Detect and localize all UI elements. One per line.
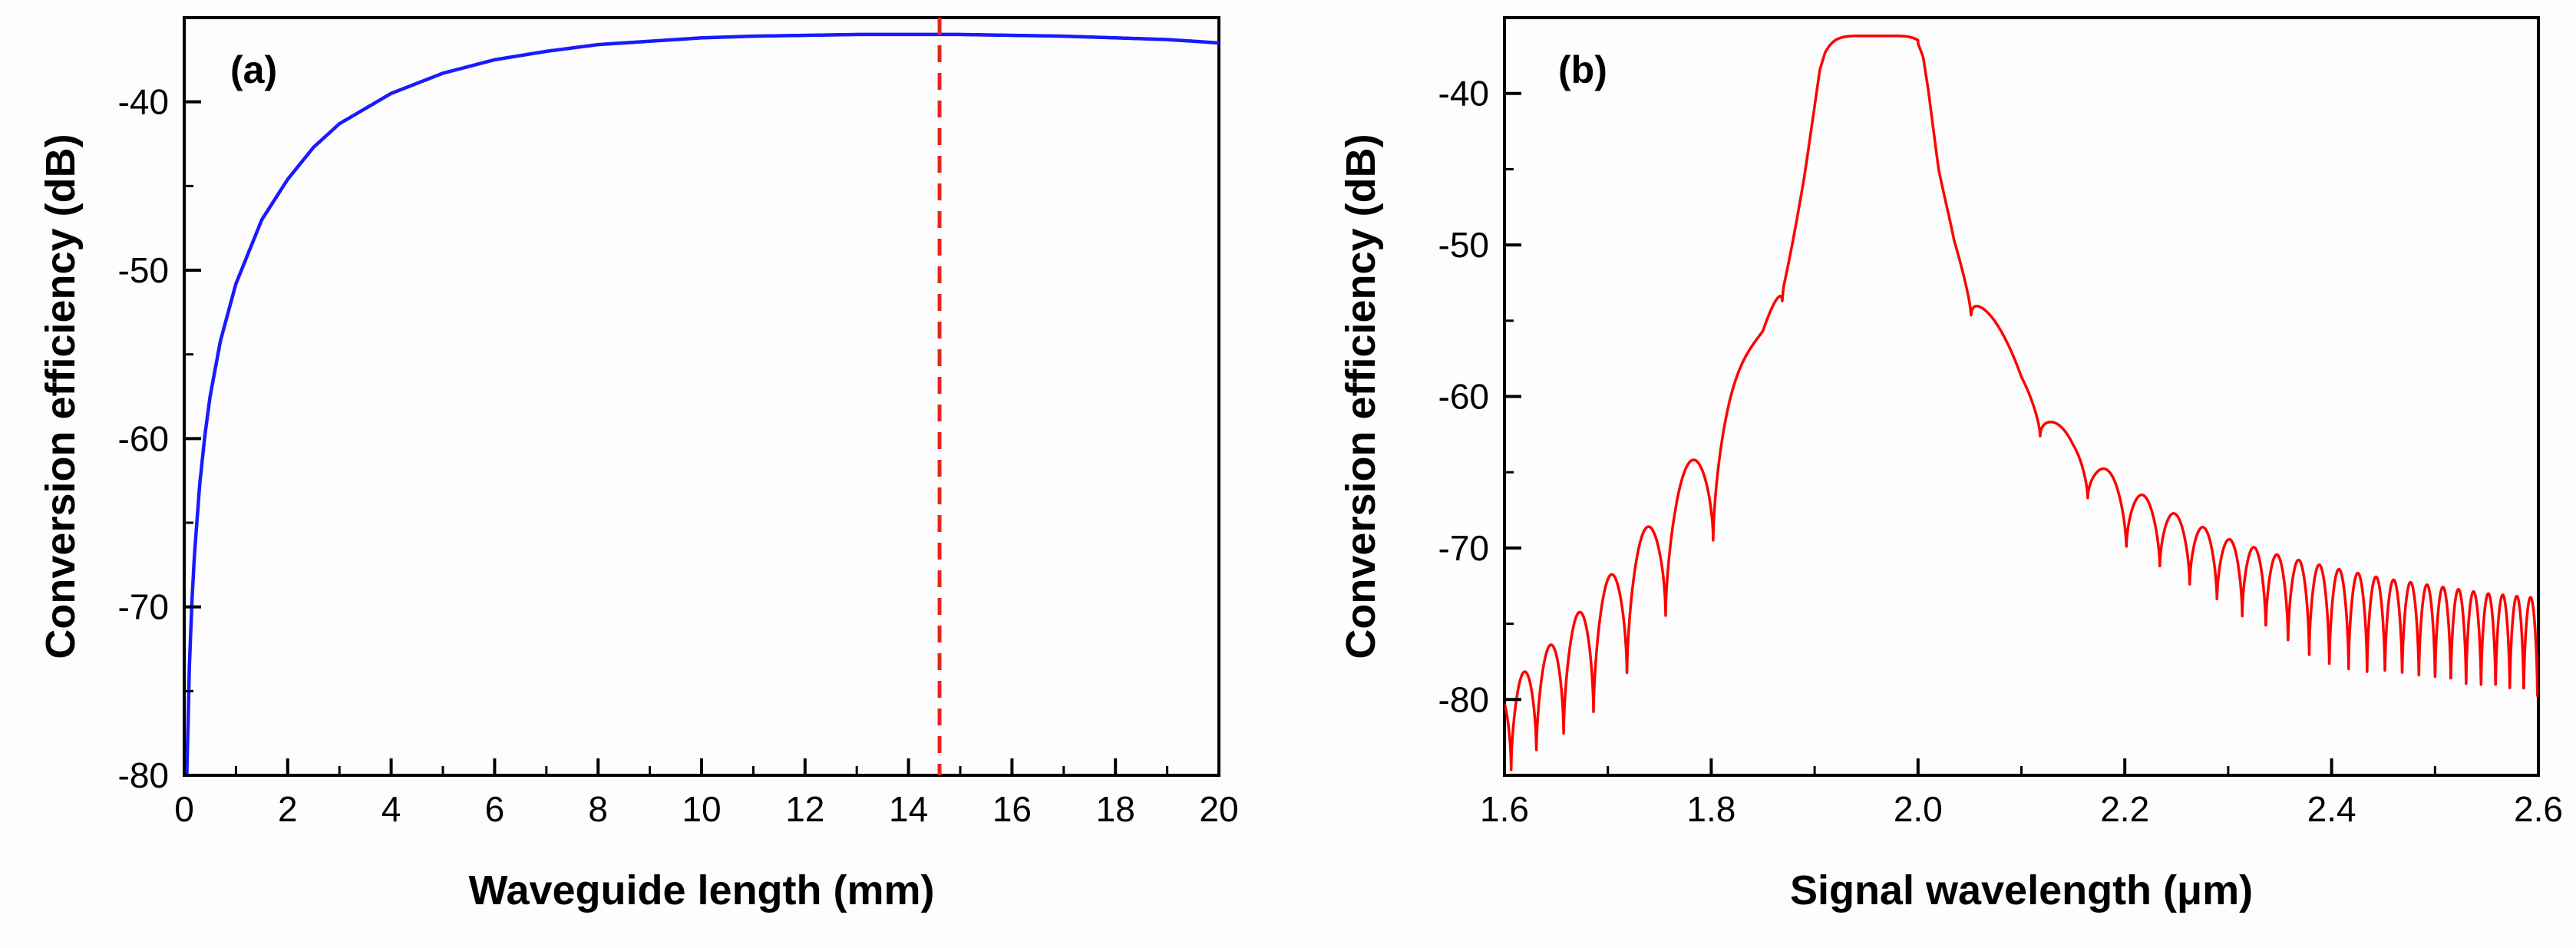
x-tick-label: 2.4: [2307, 789, 2356, 829]
x-tick-label: 10: [682, 789, 721, 829]
panel-a: 0 2 4 6 8 10 12 14 16 18 20 -80 -70 -60 -50 -40 (a) Wav…: [38, 16, 1239, 913]
y-tick-label: -40: [118, 82, 169, 122]
y-tick-label: -60: [1438, 377, 1489, 417]
x-tick-label: 6: [485, 789, 505, 829]
plot-frame-a: [183, 16, 1220, 777]
y-tick-label: -50: [118, 250, 169, 290]
x-tick-label: 8: [588, 789, 608, 829]
x-tick-label: 20: [1199, 789, 1238, 829]
x-tick-label: 4: [381, 789, 401, 829]
x-tick-label: 1.8: [1686, 789, 1735, 829]
y-tick-label: -80: [118, 755, 169, 795]
efficiency-spectrum-line-b: [1504, 34, 2538, 771]
y-tick-label: -70: [118, 587, 169, 627]
panel-label-a: (a): [230, 48, 277, 91]
x-tick-label: 12: [785, 789, 824, 829]
y-tick-label: -80: [1438, 679, 1489, 719]
x-tick-label: 2.2: [2100, 789, 2149, 829]
x-tick-label: 2.6: [2514, 789, 2563, 829]
y-tick-label: -40: [1438, 74, 1489, 114]
panel-b: 1.6 1.8 2.0 2.2 2.4 2.6 -80 -70 -60 -50 -40 (b) Si…: [1338, 16, 2563, 913]
axes-ticks-b: 1.6 1.8 2.0 2.2 2.4 2.6 -80 -70 -60 -50 -40: [1438, 74, 2563, 829]
x-axis-title-b: Signal wavelength (μm): [1790, 867, 2253, 913]
y-axis-title-b: Conversion efficiency (dB): [1338, 134, 1384, 659]
y-axis-title-a: Conversion efficiency (dB): [38, 134, 84, 659]
axes-ticks-a: 0 2 4 6 8 10 12 14 16 18 20 -80 -70 -60 -50 -40: [118, 82, 1239, 829]
y-tick-label: -60: [118, 418, 169, 458]
y-tick-label: -50: [1438, 225, 1489, 265]
plot-area-a: [185, 18, 1219, 775]
efficiency-line-a: [185, 32, 1219, 775]
x-tick-label: 14: [889, 789, 928, 829]
x-tick-label: 2.0: [1894, 789, 1943, 829]
x-axis-title-a: Waveguide length (mm): [468, 867, 934, 913]
panel-label-b: (b): [1558, 48, 1607, 91]
x-tick-label: 0: [174, 789, 194, 829]
y-tick-label: -70: [1438, 528, 1489, 568]
plot-area-b: [1504, 34, 2538, 771]
x-tick-label: 2: [278, 789, 298, 829]
x-tick-label: 16: [992, 789, 1032, 829]
x-tick-label: 18: [1096, 789, 1135, 829]
x-tick-label: 1.6: [1480, 789, 1529, 829]
plot-frame-b: [1503, 16, 2540, 777]
